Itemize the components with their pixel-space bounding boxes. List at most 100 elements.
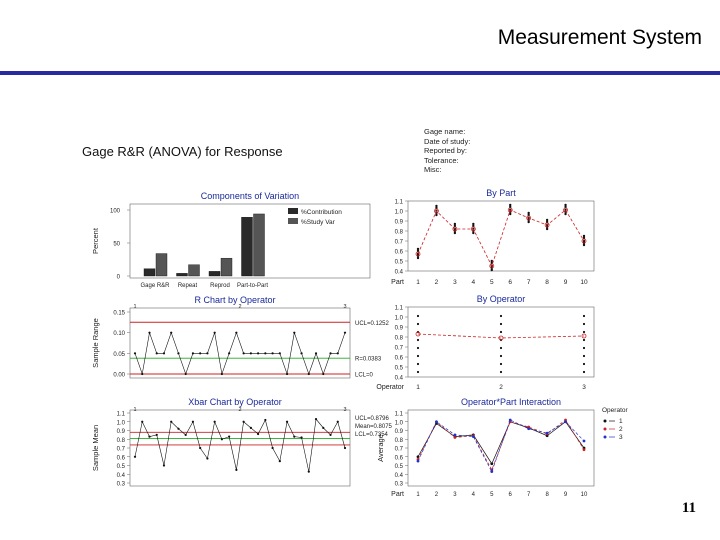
interaction-point — [545, 431, 549, 435]
by-operator-point — [416, 354, 420, 358]
xbar-chart-point — [285, 420, 289, 423]
page-number: 11 — [681, 500, 696, 516]
interaction-tick-label: 0.4 — [395, 473, 404, 479]
r-chart-point — [285, 372, 289, 376]
r-chart-point — [271, 352, 274, 355]
xbar-chart-point — [300, 436, 303, 439]
components-tick-label: 0 — [117, 275, 121, 281]
by-part-mean-marker — [415, 251, 421, 257]
r-chart-limit-label: UCL=0.1252 — [355, 321, 390, 327]
by-part-point — [490, 259, 493, 263]
by-operator-tick-label: 0.4 — [395, 376, 404, 382]
components-category-label: Gage R&R — [140, 283, 170, 289]
by-part-point — [564, 212, 567, 216]
by-operator-tick-label: 0.5 — [395, 366, 404, 372]
xbar-chart-point — [322, 426, 325, 429]
xbar-chart-point — [184, 433, 187, 436]
components-legend-swatch — [288, 208, 298, 214]
xbar-chart-point — [148, 435, 151, 438]
xbar-chart-limit-label: UCL=0.8796 — [355, 416, 390, 422]
interaction-point — [471, 435, 475, 439]
by-part-point — [453, 224, 457, 228]
info-line: Misc: — [424, 165, 442, 174]
by-part-point — [509, 203, 512, 207]
xbar-chart-operator-label: 3 — [343, 407, 346, 413]
r-chart-limit-label: R=0.0383 — [355, 357, 382, 363]
by-operator-point — [499, 330, 503, 334]
r-chart-point — [220, 372, 223, 376]
interaction-point — [527, 427, 531, 431]
components-bar — [188, 264, 200, 277]
by-part-mean-marker — [507, 207, 513, 213]
by-operator-point — [416, 322, 420, 326]
xbar-chart-point — [220, 438, 223, 441]
xbar-chart-point — [329, 433, 332, 436]
interaction-legend-marker — [603, 435, 607, 439]
xbar-chart-point — [271, 446, 274, 450]
by-part-point — [435, 206, 438, 210]
title-rule — [0, 71, 720, 75]
interaction-legend-title: Operator — [602, 407, 628, 414]
by-part-tick-label: 1 — [416, 279, 420, 286]
by-part-mean-marker — [563, 207, 568, 213]
xbar-chart-point — [155, 433, 158, 436]
by-operator-point — [499, 322, 503, 326]
r-chart-point — [293, 331, 296, 334]
gage-rr-plots: Components of Variation 0 50 100 Percent Gage… — [91, 188, 628, 498]
components-category-label: Reprod — [210, 283, 230, 289]
r-chart-point — [155, 352, 158, 355]
by-part-point — [527, 213, 530, 217]
by-part-tick-label: 1.0 — [395, 210, 404, 216]
xbar-chart-point — [170, 420, 173, 423]
xbar-chart-point — [191, 420, 195, 423]
gage-rr-figure: Gage R&R (ANOVA) for Response Gage name:… — [70, 122, 660, 500]
by-part-tick-label: 0.8 — [395, 230, 404, 236]
r-chart-point — [162, 352, 166, 355]
by-part-tick-label: 0.6 — [395, 250, 404, 256]
r-chart-point — [199, 352, 202, 355]
interaction-tick-label: 5 — [490, 492, 494, 498]
interaction-tick-label: 3 — [453, 492, 457, 498]
interaction-tick-label: 0.3 — [395, 482, 404, 488]
by-part-tick-label: 1.1 — [395, 200, 404, 206]
info-line: Reported by: — [424, 146, 467, 155]
interaction-legend-label: 1 — [619, 418, 623, 425]
xbar-chart-tick-label: 0.8 — [117, 438, 126, 444]
components-bar — [220, 257, 233, 277]
by-part-point — [453, 222, 457, 226]
interaction-x-axis-label: Part — [391, 491, 404, 498]
xbar-chart-limit-label: Mean=0.8075 — [355, 424, 393, 430]
r-chart-tick-label: 0.15 — [113, 311, 125, 317]
components-y-axis-label: Percent — [91, 227, 100, 254]
by-operator-point — [582, 370, 586, 374]
by-operator-x-axis-label: Operator — [376, 384, 404, 391]
study-info-block: Gage name: Date of study: Reported by: T… — [424, 127, 470, 175]
by-operator-point — [416, 346, 420, 350]
xbar-chart-point — [206, 457, 209, 460]
r-chart-point — [228, 352, 231, 355]
interaction-tick-label: 8 — [545, 492, 549, 498]
interaction-legend-label: 3 — [619, 434, 623, 441]
by-part-point — [545, 218, 549, 222]
components-bar — [176, 273, 188, 277]
by-part-point — [582, 236, 586, 240]
xbar-chart-tick-label: 0.6 — [117, 455, 126, 461]
by-part-plot-frame — [407, 200, 595, 272]
interaction-legend-marker — [603, 419, 607, 423]
r-chart-point — [336, 352, 339, 355]
r-chart-y-axis-label: Sample Range — [91, 318, 100, 368]
r-chart-point — [242, 352, 245, 355]
r-chart-point — [343, 331, 347, 334]
interaction-y-axis-label: Average — [376, 434, 385, 462]
interaction-point — [490, 470, 494, 474]
r-chart-point — [191, 352, 195, 355]
xbar-chart-point — [242, 420, 245, 423]
by-operator-tick-label: 1 — [416, 384, 420, 391]
by-part-point — [435, 204, 438, 208]
by-part-mean-marker — [544, 222, 550, 228]
by-part-point — [490, 268, 493, 272]
interaction-tick-label: 1.1 — [395, 412, 404, 418]
by-operator-point — [499, 370, 503, 374]
components-tick-label: 100 — [110, 209, 121, 215]
r-chart-point — [184, 372, 187, 376]
